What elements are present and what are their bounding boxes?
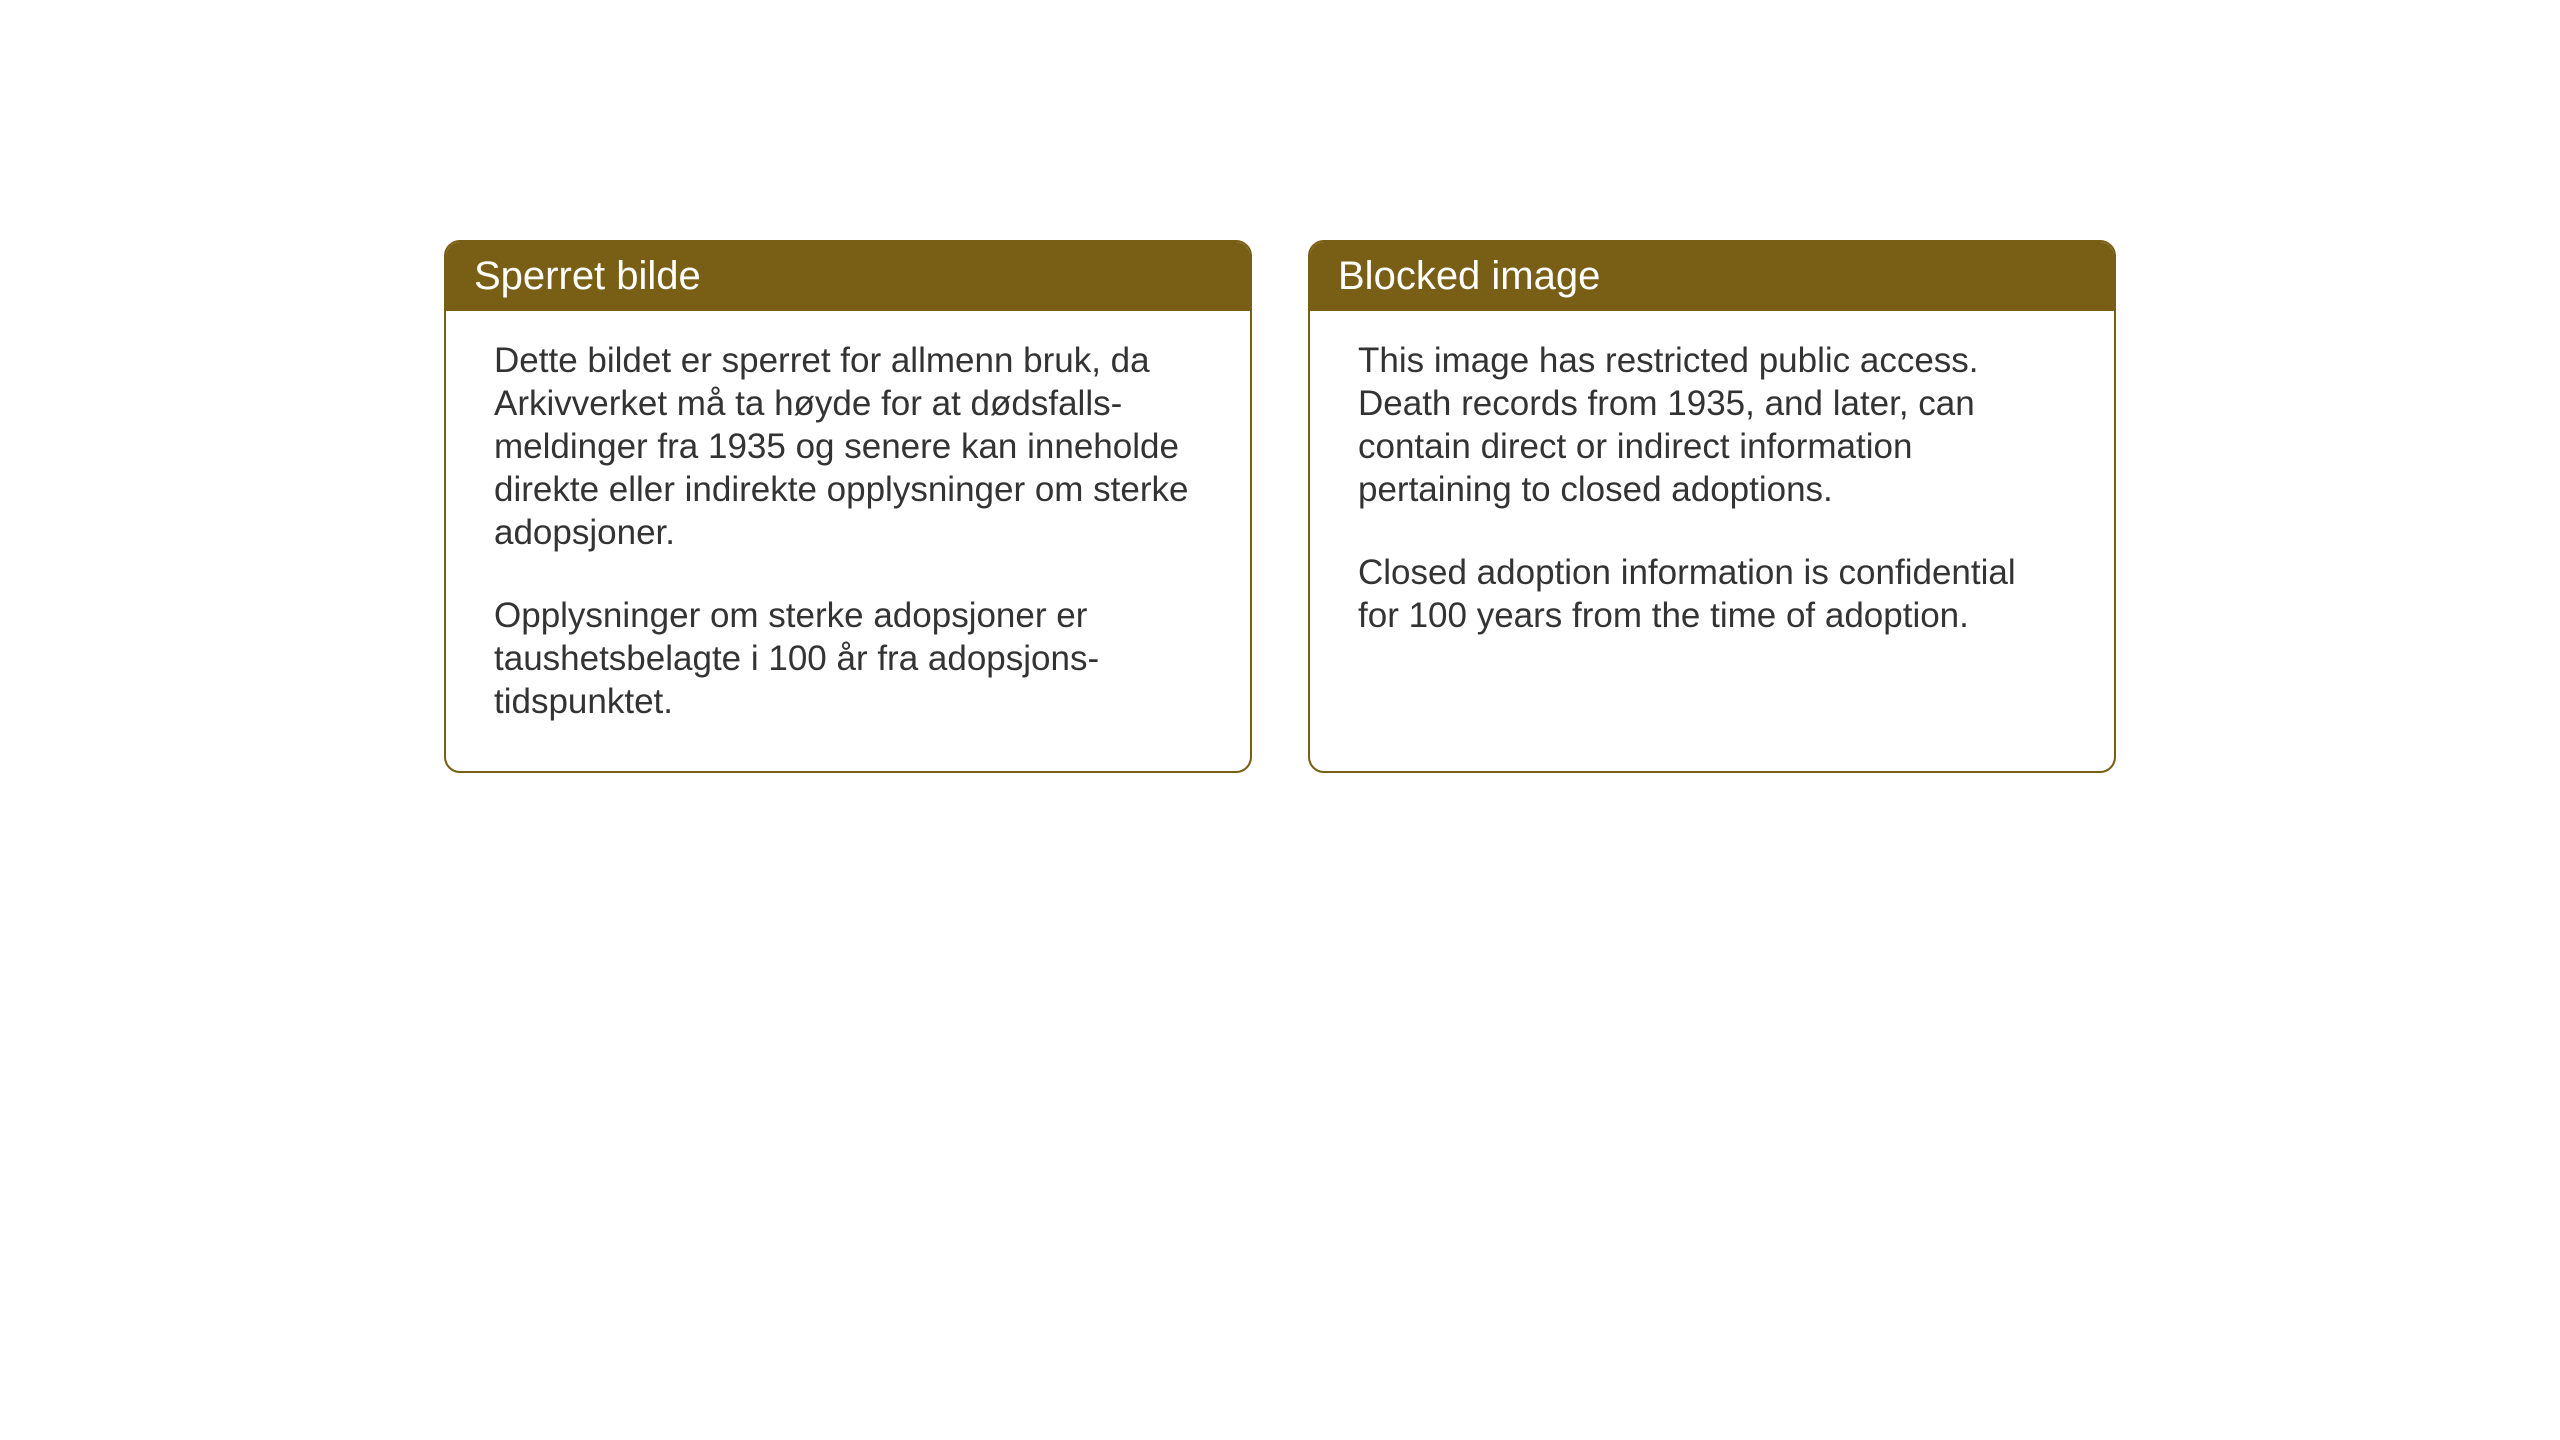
notice-body-english: This image has restricted public access.… (1310, 311, 2114, 685)
notice-paragraph-1-norwegian: Dette bildet er sperret for allmenn bruk… (494, 339, 1202, 554)
notice-header-norwegian: Sperret bilde (446, 242, 1250, 311)
notice-paragraph-2-english: Closed adoption information is confident… (1358, 551, 2066, 637)
notice-title-norwegian: Sperret bilde (474, 254, 701, 298)
notice-card-norwegian: Sperret bilde Dette bildet er sperret fo… (444, 240, 1252, 773)
notice-body-norwegian: Dette bildet er sperret for allmenn bruk… (446, 311, 1250, 771)
notice-header-english: Blocked image (1310, 242, 2114, 311)
notice-title-english: Blocked image (1338, 254, 1600, 298)
notice-container: Sperret bilde Dette bildet er sperret fo… (444, 240, 2116, 773)
notice-card-english: Blocked image This image has restricted … (1308, 240, 2116, 773)
notice-paragraph-2-norwegian: Opplysninger om sterke adopsjoner er tau… (494, 594, 1202, 723)
notice-paragraph-1-english: This image has restricted public access.… (1358, 339, 2066, 511)
